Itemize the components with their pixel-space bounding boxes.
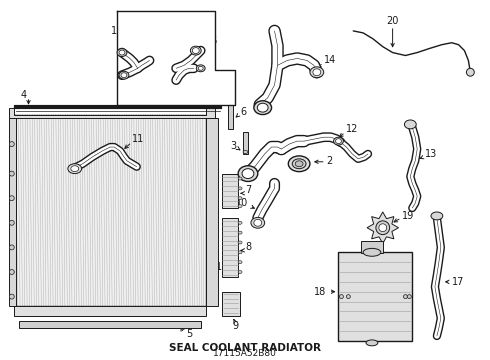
Ellipse shape bbox=[292, 159, 306, 169]
Text: 18: 18 bbox=[315, 287, 327, 297]
Ellipse shape bbox=[9, 196, 14, 201]
Text: 16: 16 bbox=[206, 36, 218, 46]
Text: 20: 20 bbox=[387, 16, 399, 26]
Ellipse shape bbox=[336, 139, 342, 144]
Ellipse shape bbox=[238, 270, 242, 274]
Ellipse shape bbox=[198, 66, 203, 70]
Ellipse shape bbox=[9, 270, 14, 274]
Text: 17115A52B80: 17115A52B80 bbox=[213, 349, 277, 358]
Text: 15: 15 bbox=[111, 26, 123, 36]
Ellipse shape bbox=[9, 141, 14, 147]
Bar bbox=[361, 242, 383, 253]
Ellipse shape bbox=[379, 224, 387, 231]
Ellipse shape bbox=[117, 49, 127, 57]
Ellipse shape bbox=[238, 251, 242, 254]
Text: 4: 4 bbox=[21, 90, 26, 100]
Ellipse shape bbox=[238, 166, 258, 181]
Ellipse shape bbox=[466, 68, 474, 76]
Ellipse shape bbox=[340, 294, 343, 298]
Ellipse shape bbox=[9, 220, 14, 225]
Ellipse shape bbox=[238, 261, 242, 264]
Ellipse shape bbox=[238, 231, 242, 234]
Ellipse shape bbox=[68, 164, 82, 174]
Ellipse shape bbox=[310, 67, 324, 78]
Ellipse shape bbox=[257, 103, 268, 112]
Text: 14: 14 bbox=[324, 55, 336, 66]
Ellipse shape bbox=[191, 46, 201, 55]
Ellipse shape bbox=[119, 50, 125, 55]
Ellipse shape bbox=[334, 137, 343, 145]
Polygon shape bbox=[14, 306, 206, 316]
Ellipse shape bbox=[238, 221, 242, 224]
Polygon shape bbox=[339, 252, 412, 341]
Text: 2: 2 bbox=[327, 156, 333, 166]
Ellipse shape bbox=[9, 171, 14, 176]
Ellipse shape bbox=[238, 204, 242, 208]
Text: 11: 11 bbox=[132, 134, 144, 144]
Ellipse shape bbox=[238, 187, 242, 190]
Ellipse shape bbox=[119, 71, 129, 79]
Ellipse shape bbox=[238, 241, 242, 244]
Ellipse shape bbox=[403, 294, 407, 298]
Ellipse shape bbox=[243, 150, 248, 153]
Ellipse shape bbox=[254, 219, 262, 226]
Ellipse shape bbox=[193, 48, 199, 54]
Ellipse shape bbox=[376, 221, 390, 235]
Ellipse shape bbox=[254, 101, 271, 114]
Ellipse shape bbox=[295, 161, 303, 167]
Ellipse shape bbox=[407, 294, 411, 298]
Polygon shape bbox=[222, 174, 238, 208]
Ellipse shape bbox=[238, 197, 242, 200]
Ellipse shape bbox=[71, 166, 79, 172]
Ellipse shape bbox=[9, 294, 14, 299]
Ellipse shape bbox=[242, 169, 254, 179]
Ellipse shape bbox=[121, 73, 127, 78]
Ellipse shape bbox=[431, 212, 443, 220]
Text: 6: 6 bbox=[240, 107, 246, 117]
Text: 8: 8 bbox=[245, 242, 251, 252]
Polygon shape bbox=[19, 321, 201, 328]
Text: 12: 12 bbox=[346, 124, 359, 134]
Polygon shape bbox=[206, 117, 219, 306]
Polygon shape bbox=[9, 108, 216, 117]
Ellipse shape bbox=[288, 156, 310, 172]
Polygon shape bbox=[9, 117, 16, 306]
Ellipse shape bbox=[251, 217, 265, 228]
Text: 3: 3 bbox=[230, 141, 236, 151]
Ellipse shape bbox=[366, 340, 378, 346]
Text: 7: 7 bbox=[245, 185, 251, 195]
Polygon shape bbox=[222, 292, 240, 316]
Text: 19: 19 bbox=[402, 211, 415, 221]
Ellipse shape bbox=[238, 177, 242, 180]
Ellipse shape bbox=[196, 65, 205, 72]
Text: 1: 1 bbox=[216, 262, 221, 272]
Text: 17: 17 bbox=[452, 277, 464, 287]
Ellipse shape bbox=[346, 294, 350, 298]
Polygon shape bbox=[117, 11, 235, 105]
Ellipse shape bbox=[404, 120, 416, 129]
Bar bbox=[228, 70, 233, 129]
Text: SEAL COOLANT RADIATOR: SEAL COOLANT RADIATOR bbox=[169, 343, 321, 353]
Text: 10: 10 bbox=[236, 198, 248, 208]
Text: 13: 13 bbox=[425, 149, 438, 159]
Ellipse shape bbox=[363, 248, 381, 256]
Polygon shape bbox=[14, 114, 206, 306]
Polygon shape bbox=[367, 212, 398, 243]
Polygon shape bbox=[222, 218, 238, 277]
Ellipse shape bbox=[313, 69, 321, 76]
Text: 9: 9 bbox=[232, 321, 238, 331]
Ellipse shape bbox=[9, 245, 14, 250]
Bar bbox=[243, 132, 248, 154]
Text: 5: 5 bbox=[186, 329, 192, 339]
